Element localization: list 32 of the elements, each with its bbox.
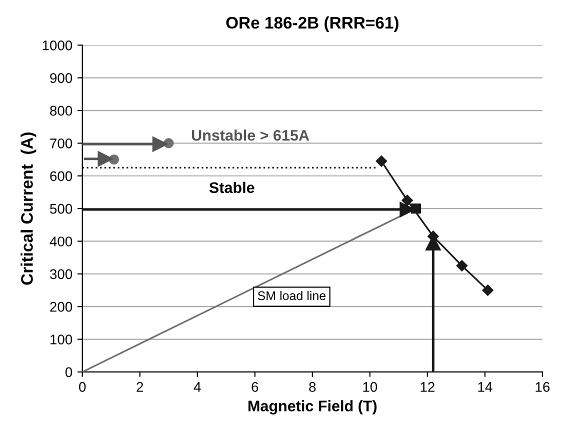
point [152,136,168,152]
x-axis-title: Magnetic Field (T) [248,400,377,414]
y-tick-label: 300 [50,269,72,280]
y-tick-label: 100 [50,334,72,344]
y-tick-label: 700 [50,138,72,148]
y-tick-label: 600 [50,171,72,182]
x-tick-label: 8 [309,382,316,392]
annotation: Stable [209,182,254,194]
x-tick-label: 16 [536,382,550,392]
point [456,260,468,272]
x-tick-label: 6 [252,382,258,392]
chart-title: ORe 186-2B (RRR=61) [226,16,398,32]
x-tick-label: 12 [420,382,434,392]
point [98,151,114,167]
annotation: Unstable > 615A [192,130,310,141]
x-tick-label: 14 [478,382,492,392]
y-tick-label: 1000 [42,40,72,50]
annotation: SM load line [258,290,326,300]
y-tick-label: 900 [50,73,72,83]
point [402,194,413,206]
y-axis-title: Critical Current (A) [20,132,36,285]
x-tick-label: 0 [79,382,86,392]
x-tick-label: 2 [136,382,144,392]
y-tick-label: 200 [50,302,72,312]
y-tick-label: 0 [65,367,72,378]
y-tick-label: 400 [50,236,72,246]
point [376,156,388,167]
y-tick-label: 800 [50,106,72,116]
y-tick-label: 500 [50,204,72,214]
x-tick-label: 10 [363,382,378,392]
x-tick-label: 4 [194,382,201,392]
point [482,284,494,296]
